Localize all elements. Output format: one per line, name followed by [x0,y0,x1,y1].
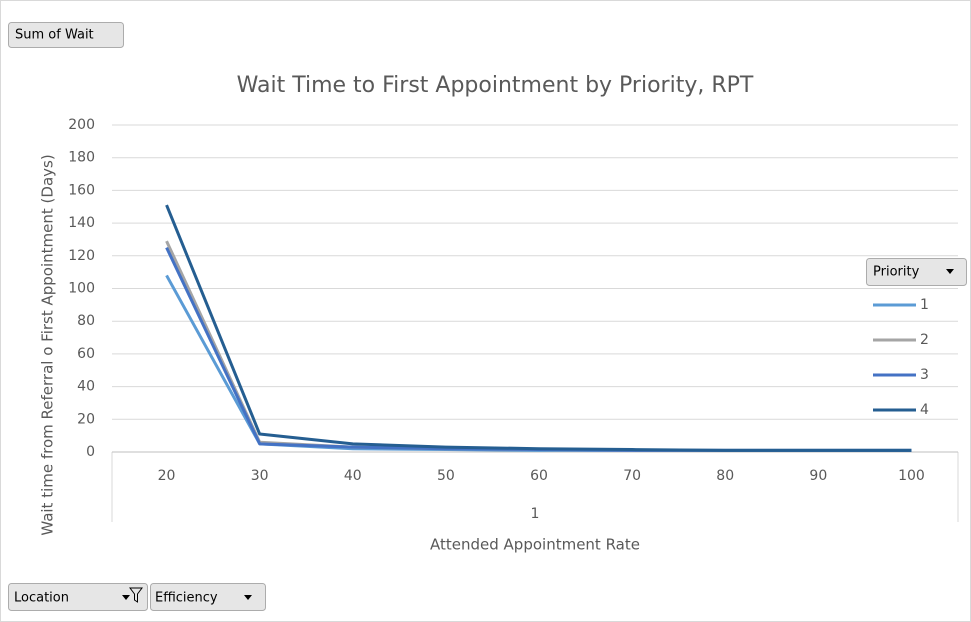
button-label: Sum of Wait [15,28,94,43]
legend-label: 2 [920,332,929,348]
dropdown-arrow [946,269,954,274]
efficiency-button[interactable]: Efficiency [150,583,266,611]
filter-icon [129,587,143,603]
x-tick-label: 80 [716,468,734,484]
x-tick-label: 90 [809,468,827,484]
series-line [165,204,912,452]
y-tick-label: 40 [77,379,95,395]
y-tick-label: 180 [68,150,95,166]
x-tick-label: 100 [898,468,925,484]
y-tick-label: 20 [77,411,95,427]
y-tick-label: 120 [68,248,95,264]
button-label: Location [14,591,69,606]
y-tick-label: 100 [68,281,95,297]
chart-title: Wait Time to First Appointment by Priori… [237,73,754,98]
x-tick-label: 40 [344,468,362,484]
button-label: Efficiency [155,591,218,606]
x-tick-label: 30 [251,468,269,484]
dropdown-arrow [122,595,130,600]
y-tick-label: 80 [77,313,95,329]
legend-button[interactable]: Priority [866,258,967,286]
button-label: Priority [873,265,920,280]
y-tick-label: 160 [68,182,95,198]
values-button[interactable]: Sum of Wait [8,22,124,48]
dropdown-arrow [244,595,252,600]
location-button[interactable]: Location [8,583,148,611]
x-tick-label: 70 [623,468,641,484]
y-tick-label: 140 [68,215,95,231]
y-axis-title: Wait time from Referral o First Appointm… [39,154,57,535]
x-tick-label: 60 [530,468,548,484]
y-tick-label: 200 [68,117,95,133]
x-tick-label: 50 [437,468,455,484]
x-tick-label: 20 [158,468,176,484]
category-group-label: 1 [531,506,540,522]
x-axis-title: Attended Appointment Rate [430,536,640,554]
y-tick-label: 60 [77,346,95,362]
legend-label: 3 [920,367,929,383]
y-tick-label: 0 [86,444,95,460]
legend-label: 1 [920,297,929,313]
legend-label: 4 [920,402,929,418]
